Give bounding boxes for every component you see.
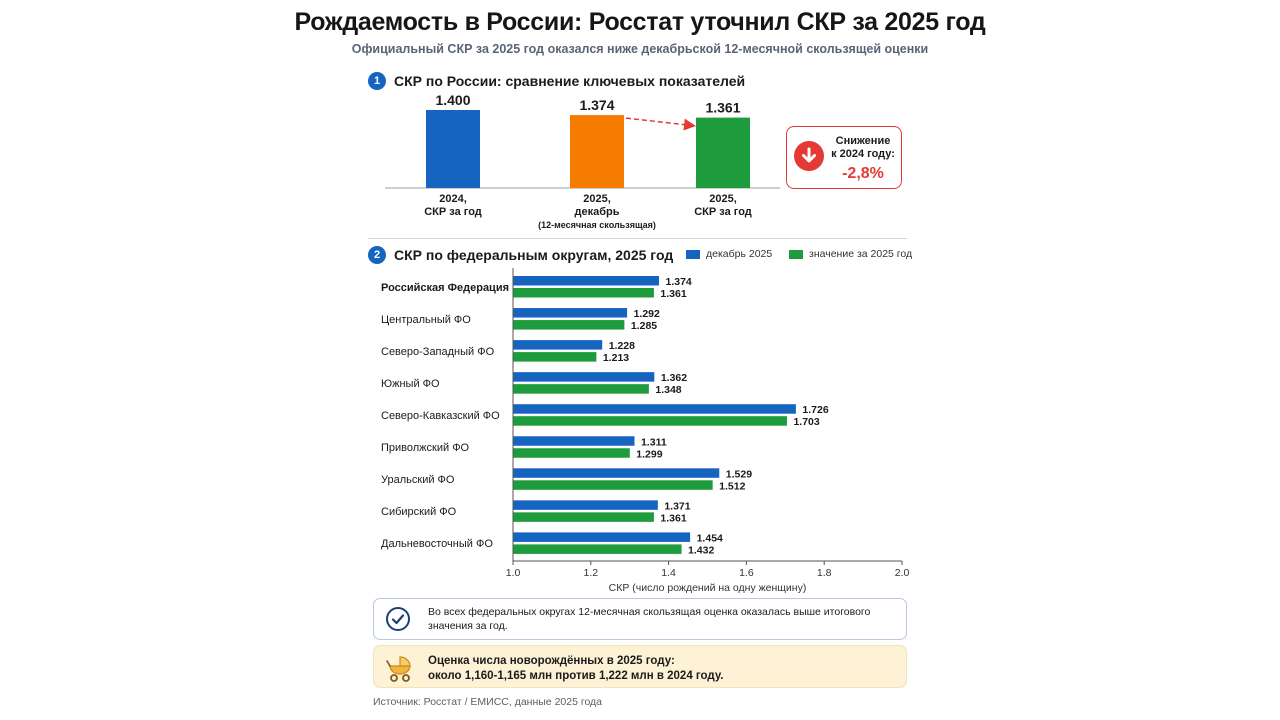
chart2-bar — [513, 480, 713, 490]
info-note: Во всех федеральных округах 12-месячная … — [373, 598, 907, 640]
chart2-category-label: Российская Федерация — [381, 282, 509, 294]
legend-label-december: декабрь 2025 — [706, 248, 773, 260]
chart2-value-label: 1.432 — [688, 544, 714, 556]
chart2-x-axis-label: СКР (число рождений на одну женщину) — [609, 582, 807, 594]
chart2-category-label: Сибирский ФО — [381, 506, 457, 518]
chart2-category-label: Северо-Западный ФО — [381, 346, 495, 358]
stroller-icon — [386, 653, 416, 688]
chart2-bar — [513, 372, 655, 382]
chart2-x-tick-label: 1.8 — [817, 567, 832, 579]
section2-title: СКР по федеральным округам, 2025 год — [394, 247, 674, 263]
chart2-bar — [513, 416, 787, 426]
chart1-category-label: СКР за год — [424, 206, 482, 218]
chart2-value-label: 1.512 — [719, 480, 745, 492]
checkmark-icon — [386, 607, 410, 631]
chart1-value-label: 1.361 — [705, 100, 740, 116]
chart2-bar — [513, 352, 597, 362]
section2-number-badge: 2 — [368, 246, 386, 264]
chart2-value-label: 1.726 — [802, 404, 828, 416]
chart2-bar — [513, 308, 628, 318]
chart2-category-label: Дальневосточный ФО — [381, 538, 493, 550]
chart2-category-label: Южный ФО — [381, 378, 440, 390]
decline-label-line1: Снижение — [835, 135, 891, 147]
chart2-value-label: 1.361 — [660, 288, 686, 300]
chart2-bar — [513, 404, 796, 414]
chart2-x-tick-label: 1.6 — [739, 567, 754, 579]
chart1-category-label: 2024, — [439, 193, 467, 205]
chart1-bar — [426, 110, 480, 188]
chart2-value-label: 1.292 — [634, 308, 660, 320]
chart2-category-label: Уральский ФО — [381, 474, 455, 486]
chart2-value-label: 1.362 — [661, 372, 687, 384]
chart2-category-label: Приволжский ФО — [381, 442, 470, 454]
chart1-category-note: (12-месячная скользящая) — [538, 220, 656, 230]
legend-swatch-annual — [789, 249, 803, 259]
births-estimate-line1: Оценка числа новорождённых в 2025 году: — [428, 655, 675, 667]
section1-number-badge: 1 — [368, 72, 386, 90]
births-estimate-box: Оценка числа новорождённых в 2025 году: … — [373, 645, 907, 688]
chart2-bar — [513, 288, 654, 298]
section1-header: 1 СКР по России: сравнение ключевых пока… — [368, 72, 745, 90]
chart2-bar — [513, 500, 658, 510]
chart2-value-label: 1.529 — [726, 468, 752, 480]
chart2-bar — [513, 384, 649, 394]
chart1-value-label: 1.400 — [435, 92, 470, 108]
chart2-bar — [513, 340, 603, 350]
chart2-x-tick-label: 2.0 — [895, 567, 910, 579]
decline-label-line2: к 2024 году: — [831, 148, 895, 160]
births-estimate-text: Оценка числа новорождённых в 2025 году: … — [428, 654, 888, 683]
chart2-value-label: 1.299 — [636, 448, 662, 460]
decline-label: Снижение к 2024 году: — [825, 135, 901, 161]
chart2-category-label: Северо-Кавказский ФО — [381, 410, 500, 422]
chart2-value-label: 1.361 — [660, 512, 686, 524]
chart1-trend-arrow — [625, 117, 696, 131]
chart2-value-label: 1.348 — [655, 384, 681, 396]
chart1-category-label: декабрь — [575, 206, 620, 218]
decline-callout: Снижение к 2024 году: -2,8% — [786, 126, 902, 189]
chart2-bar — [513, 468, 720, 478]
chart2-bar — [513, 532, 691, 542]
legend-item-annual: значение за 2025 год — [789, 248, 912, 260]
legend-label-annual: значение за 2025 год — [809, 248, 913, 260]
chart1-category-label: 2025, — [583, 193, 611, 205]
chart2-value-label: 1.228 — [609, 340, 635, 352]
chart2-bar — [513, 320, 625, 330]
legend-item-december: декабрь 2025 — [686, 248, 772, 260]
page-subtitle: Официальный СКР за 2025 год оказался ниж… — [351, 42, 929, 56]
info-note-text: Во всех федеральных округах 12-месячная … — [428, 606, 871, 632]
section-divider — [368, 238, 907, 239]
chart1-value-label: 1.374 — [579, 97, 614, 113]
chart2-x-tick-label: 1.4 — [661, 567, 676, 579]
chart2-value-label: 1.371 — [664, 500, 690, 512]
chart2-value-label: 1.311 — [641, 436, 667, 448]
page-title: Рождаемость в России: Росстат уточнил СК… — [294, 8, 986, 36]
chart2-value-label: 1.374 — [665, 276, 691, 288]
chart2-bar — [513, 544, 682, 554]
arrow-down-icon — [794, 141, 824, 171]
source-note: Источник: Росстат / ЕМИСС, данные 2025 г… — [373, 696, 603, 708]
chart1-category-label: 2025, — [709, 193, 737, 205]
chart2-bar — [513, 448, 630, 458]
chart2-bar — [513, 276, 659, 286]
chart2-bar — [513, 512, 654, 522]
chart1-bar — [570, 115, 624, 188]
chart1-bar — [696, 117, 750, 188]
chart2-category-label: Центральный ФО — [381, 314, 471, 326]
chart2-value-label: 1.213 — [603, 352, 629, 364]
section1-title: СКР по России: сравнение ключевых показа… — [394, 73, 746, 89]
chart2-x-tick-label: 1.2 — [583, 567, 598, 579]
chart2-value-label: 1.454 — [697, 532, 723, 544]
chart2-value-label: 1.703 — [793, 416, 819, 428]
legend-swatch-december — [686, 249, 700, 259]
chart2-x-tick-label: 1.0 — [506, 567, 521, 579]
chart1-category-label: СКР за год — [694, 206, 752, 218]
decline-value: -2,8% — [842, 165, 884, 182]
section2-header: 2 СКР по федеральным округам, 2025 год — [368, 246, 673, 264]
chart2-value-label: 1.285 — [631, 320, 657, 332]
chart2-bar — [513, 436, 635, 446]
births-estimate-line2: около 1,160-1,165 млн против 1,222 млн в… — [428, 669, 724, 682]
